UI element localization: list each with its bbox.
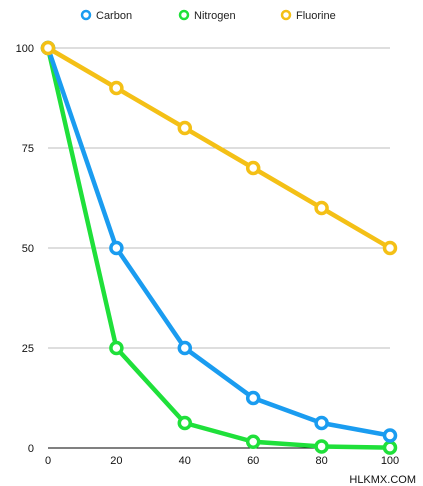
legend-marker [280,9,292,21]
x-tick-label: 60 [247,455,259,467]
data-point [245,160,261,176]
legend-label: Nitrogen [194,10,236,22]
x-tick-label: 100 [381,455,399,467]
legend-label: Fluorine [296,10,336,22]
series-line-nitrogen [45,45,393,450]
y-tick-label: 25 [22,343,34,355]
y-axis: 0 25 50 75 100 [16,43,34,455]
series-fluorine [40,40,398,256]
data-point [109,240,124,256]
legend: Carbon Nitrogen Fluorine [80,9,336,22]
y-tick-label: 50 [22,243,34,255]
legend-marker [80,9,92,21]
x-tick-label: 20 [110,455,122,467]
x-tick-label: 0 [45,455,51,467]
series-nitrogen [40,40,398,455]
data-point [40,40,56,56]
data-point [382,440,398,455]
data-point [382,240,398,256]
data-point [245,390,261,406]
data-point [245,434,261,450]
data-point [314,439,329,454]
data-point [177,340,193,356]
data-point [109,340,124,356]
data-point [314,415,329,431]
series-group [40,40,398,455]
legend-item-nitrogen: Nitrogen [178,9,236,22]
watermark: HLKMX.COM [349,474,416,486]
data-point [109,80,124,96]
series-line-fluorine [45,45,393,251]
data-point [314,200,329,216]
y-tick-label: 75 [22,143,34,155]
y-tick-label: 100 [16,43,34,55]
legend-item-fluorine: Fluorine [280,9,336,22]
y-tick-label: 0 [28,443,34,455]
x-axis: 0 20 40 60 80 100 [45,455,399,467]
legend-item-carbon: Carbon [80,9,132,22]
legend-marker [178,9,190,21]
legend-label: Carbon [96,10,132,22]
grid-lines [48,47,390,449]
series-carbon [40,40,398,443]
x-tick-label: 80 [315,455,327,467]
data-point [177,120,193,136]
data-point [177,415,193,431]
data-point [382,428,398,443]
series-line-carbon [45,45,393,438]
x-tick-label: 40 [179,455,191,467]
